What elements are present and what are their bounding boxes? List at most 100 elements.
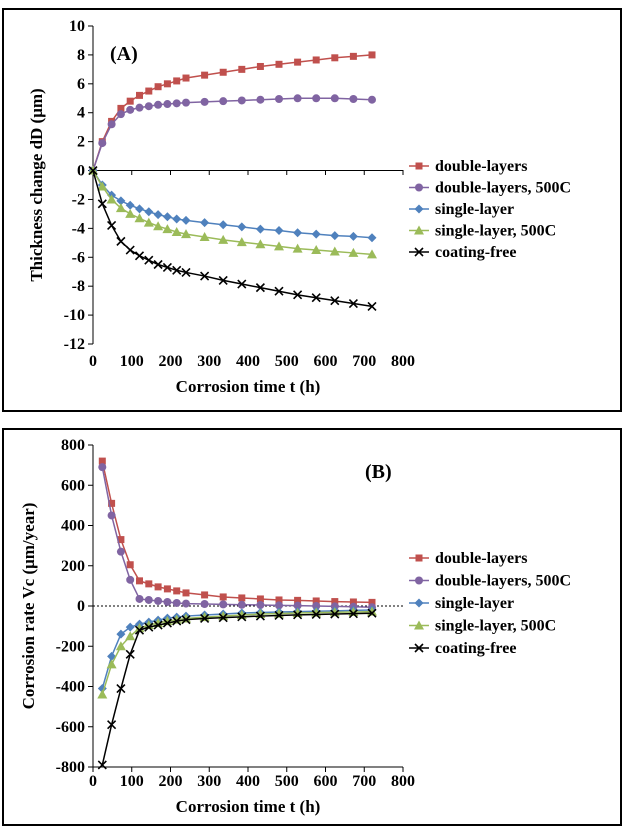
data-point (218, 234, 229, 244)
legend-label: single-layer (435, 595, 514, 612)
x-tick-label: 500 (275, 353, 299, 370)
data-point (117, 536, 125, 544)
legend-marker (415, 183, 423, 192)
data-point (182, 599, 190, 608)
x-tick-label: 200 (159, 353, 183, 370)
data-point (125, 245, 135, 255)
panel-label: (A) (110, 43, 138, 65)
data-point (126, 575, 135, 584)
data-point (145, 580, 153, 588)
data-point (293, 228, 303, 238)
series-line (92, 170, 373, 239)
y-tick-label: -200 (56, 638, 85, 655)
data-point (238, 594, 246, 602)
data-point (368, 598, 376, 606)
data-point (154, 100, 163, 109)
data-point (116, 110, 125, 119)
data-point (125, 631, 136, 641)
data-point (116, 683, 126, 694)
series-line (101, 612, 373, 766)
y-tick-label: -10 (64, 307, 85, 324)
legend-label: single-layer, 500C (435, 618, 556, 635)
data-point (182, 589, 190, 597)
data-point (256, 95, 265, 104)
data-point (98, 139, 107, 148)
data-point (275, 601, 283, 610)
y-tick-label: 8 (77, 47, 85, 64)
data-point (108, 499, 116, 507)
data-point (135, 204, 144, 214)
data-point (348, 298, 358, 309)
data-point (145, 87, 153, 95)
data-point (172, 598, 181, 607)
data-point (144, 207, 154, 217)
data-point (116, 196, 126, 206)
x-tick-label: 400 (236, 773, 260, 790)
data-point (199, 232, 210, 242)
x-axis-title: Corrosion time t (h) (176, 377, 321, 396)
y-tick-label: 10 (69, 18, 85, 35)
data-point (219, 593, 227, 601)
data-point (172, 265, 182, 275)
data-point (274, 610, 284, 621)
data-point (367, 249, 377, 259)
data-point (107, 720, 117, 730)
data-point (293, 610, 303, 620)
y-axis-title: Thickness change dD (μm) (27, 88, 46, 281)
chart-b-svg: -800 -600 -400 -200 0 200 400 600 800 0 100 200 300 4… (19, 437, 571, 816)
data-point (144, 622, 154, 632)
data-point (163, 100, 172, 109)
data-point (367, 301, 377, 311)
data-point (171, 226, 182, 236)
data-point (153, 259, 163, 270)
data-point (311, 229, 321, 239)
data-point (136, 577, 143, 585)
y-tick-label: -600 (56, 719, 85, 736)
series-coating-free (88, 165, 377, 311)
data-point (162, 262, 172, 272)
data-point (311, 293, 321, 303)
data-point (348, 231, 358, 241)
data-point (116, 547, 125, 556)
series-line (101, 466, 373, 608)
data-point (181, 267, 191, 278)
data-point (349, 598, 357, 606)
data-point (97, 181, 108, 191)
data-point (144, 102, 153, 111)
data-point (163, 585, 171, 593)
x-tick-label: 0 (89, 353, 97, 370)
y-tick-label: -6 (72, 249, 85, 266)
data-point (136, 91, 143, 99)
series-line (92, 54, 373, 171)
data-point (182, 98, 190, 107)
data-point (274, 286, 284, 296)
data-point (98, 463, 107, 472)
data-point (218, 275, 228, 285)
data-point (116, 236, 126, 246)
series-double-layers-500c (98, 463, 376, 612)
y-tick-label: -12 (64, 336, 85, 353)
data-point (201, 591, 209, 599)
x-tick-label: 100 (120, 773, 144, 790)
data-point (294, 596, 302, 604)
data-point (368, 95, 376, 104)
y-tick-label: -400 (56, 679, 85, 696)
data-point (163, 597, 172, 606)
data-point (117, 104, 125, 112)
legend-marker (414, 620, 424, 630)
data-point (143, 217, 154, 227)
data-point (135, 594, 144, 603)
data-point (200, 613, 210, 624)
data-point (173, 77, 181, 85)
y-tick-label: -8 (72, 278, 85, 295)
x-tick-label: 700 (352, 773, 376, 790)
x-tick-label: 300 (197, 353, 221, 370)
data-point (238, 65, 246, 73)
legend-marker (415, 554, 423, 562)
data-point (331, 598, 339, 606)
data-point (116, 629, 126, 639)
data-point (218, 220, 228, 230)
legend-label: double-layers, 500C (435, 180, 571, 197)
data-point (330, 94, 339, 103)
